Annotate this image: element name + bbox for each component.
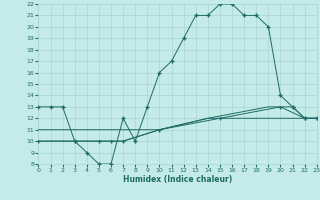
X-axis label: Humidex (Indice chaleur): Humidex (Indice chaleur) [123,175,232,184]
